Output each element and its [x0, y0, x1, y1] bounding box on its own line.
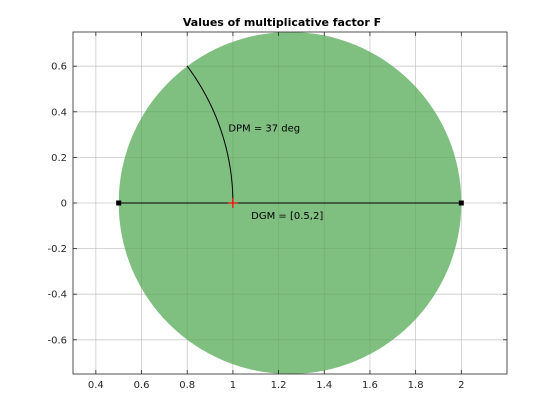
y-tick-label: 0 — [61, 199, 67, 210]
x-tick-label: 0.6 — [134, 380, 150, 391]
dgm-endpoint-marker — [458, 200, 464, 206]
x-tick-label: 0.8 — [179, 380, 195, 391]
x-tick-label: 1.2 — [271, 380, 287, 391]
x-tick-label: 1.8 — [408, 380, 424, 391]
y-tick-label: 0.4 — [51, 107, 67, 118]
y-tick-label: 0.6 — [51, 62, 67, 73]
x-tick-label: 1.4 — [316, 380, 332, 391]
chart-title: Values of multiplicative factor F — [183, 16, 381, 29]
x-tick-label: 0.4 — [88, 380, 104, 391]
x-tick-label: 1 — [230, 380, 236, 391]
dpm-arc — [186, 65, 234, 203]
y-tick-label: 0.2 — [51, 153, 67, 164]
x-tick-label: 1.6 — [362, 380, 378, 391]
y-tick-label: -0.2 — [47, 244, 67, 255]
dgm-annotation: DGM = [0.5,2] — [251, 211, 323, 222]
dgm-endpoint-marker — [116, 200, 122, 206]
y-tick-label: -0.4 — [47, 290, 67, 301]
y-tick-label: -0.6 — [47, 335, 67, 346]
x-tick-label: 2 — [458, 380, 464, 391]
plot-area: DPM = 37 deg DGM = [0.5,2] 0.4 0.6 0.8 1 1.2 1.… — [47, 31, 508, 391]
dpm-annotation: DPM = 37 deg — [228, 123, 300, 134]
